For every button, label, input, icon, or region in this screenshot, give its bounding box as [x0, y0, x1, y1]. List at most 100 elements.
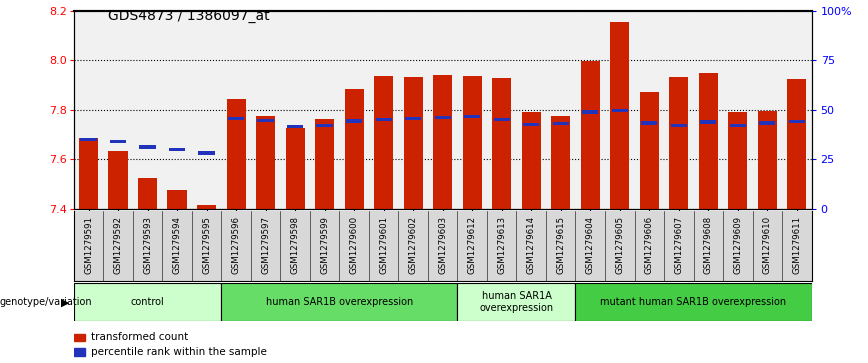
Text: human SAR1B overexpression: human SAR1B overexpression [266, 297, 413, 307]
Bar [374, 76, 393, 209]
Bar [664, 211, 694, 281]
Bar [575, 11, 605, 209]
Text: GSM1279615: GSM1279615 [556, 216, 565, 274]
Bar [487, 11, 516, 209]
Bar [110, 140, 126, 143]
Bar [369, 211, 398, 281]
Bar [258, 119, 273, 122]
Bar [162, 11, 192, 209]
Bar [582, 110, 598, 114]
Bar [74, 211, 103, 281]
Bar [103, 11, 133, 209]
Bar [162, 211, 192, 281]
Bar [315, 119, 334, 209]
Bar [699, 73, 718, 209]
Bar [694, 11, 723, 209]
Bar [428, 211, 457, 281]
Text: GSM1279593: GSM1279593 [143, 216, 152, 274]
Bar [782, 11, 812, 209]
Bar [339, 11, 369, 209]
Bar [635, 211, 664, 281]
Text: GSM1279607: GSM1279607 [674, 216, 683, 274]
Bar [635, 11, 664, 209]
Bar [138, 178, 157, 209]
Bar [221, 283, 457, 321]
Bar [787, 79, 806, 209]
Bar [605, 211, 635, 281]
Bar [494, 118, 510, 121]
Text: transformed count: transformed count [91, 332, 188, 342]
Text: GSM1279596: GSM1279596 [232, 216, 240, 274]
Bar [610, 22, 629, 209]
Bar [228, 117, 244, 120]
Text: GSM1279614: GSM1279614 [527, 216, 536, 274]
Bar [286, 129, 305, 209]
Text: GSM1279600: GSM1279600 [350, 216, 358, 274]
Text: genotype/variation: genotype/variation [0, 297, 93, 307]
Bar [428, 11, 457, 209]
Text: GSM1279611: GSM1279611 [792, 216, 801, 274]
Bar [280, 211, 310, 281]
Text: GSM1279592: GSM1279592 [114, 216, 122, 274]
Bar [140, 146, 155, 148]
Bar [640, 93, 659, 209]
Bar [435, 116, 450, 119]
Bar [789, 120, 805, 123]
Bar [551, 116, 570, 209]
Bar [287, 125, 303, 129]
Bar [605, 11, 635, 209]
Bar [522, 112, 541, 209]
Bar [398, 11, 428, 209]
Text: GSM1279599: GSM1279599 [320, 216, 329, 274]
Bar [168, 190, 187, 209]
Bar [310, 211, 339, 281]
Text: percentile rank within the sample: percentile rank within the sample [91, 347, 267, 357]
Text: control: control [131, 297, 164, 307]
Bar [457, 211, 487, 281]
Text: GSM1279603: GSM1279603 [438, 216, 447, 274]
Text: GSM1279602: GSM1279602 [409, 216, 418, 274]
Bar [339, 211, 369, 281]
Text: GSM1279595: GSM1279595 [202, 216, 211, 274]
Bar [310, 11, 339, 209]
Bar [546, 11, 575, 209]
Bar [671, 124, 687, 127]
Bar [251, 11, 280, 209]
Bar [730, 124, 746, 127]
Bar [516, 211, 546, 281]
Bar [581, 61, 600, 209]
Bar [405, 117, 421, 120]
Bar [74, 334, 84, 341]
Text: GSM1279597: GSM1279597 [261, 216, 270, 274]
Bar [346, 119, 362, 123]
Bar [753, 211, 782, 281]
Bar [457, 283, 575, 321]
Bar [74, 348, 84, 356]
Text: GSM1279605: GSM1279605 [615, 216, 624, 274]
Text: human SAR1A
overexpression: human SAR1A overexpression [479, 291, 554, 313]
Bar [197, 205, 216, 209]
Bar [79, 138, 98, 209]
Bar [251, 211, 280, 281]
Text: GDS4873 / 1386097_at: GDS4873 / 1386097_at [108, 9, 270, 23]
Bar [404, 77, 423, 209]
Text: GSM1279601: GSM1279601 [379, 216, 388, 274]
Bar [345, 89, 364, 209]
Bar [553, 122, 569, 125]
Bar [398, 211, 428, 281]
Bar [760, 122, 775, 125]
Text: GSM1279610: GSM1279610 [763, 216, 772, 274]
Text: GSM1279612: GSM1279612 [468, 216, 477, 274]
Bar [753, 11, 782, 209]
Text: GSM1279594: GSM1279594 [173, 216, 181, 274]
Bar [81, 138, 96, 141]
Bar [74, 11, 103, 209]
Bar [575, 211, 605, 281]
Bar [369, 11, 398, 209]
Bar [133, 11, 162, 209]
Bar [487, 211, 516, 281]
Text: mutant human SAR1B overexpression: mutant human SAR1B overexpression [601, 297, 786, 307]
Bar [641, 122, 657, 125]
Bar [74, 283, 221, 321]
Bar [108, 151, 128, 209]
